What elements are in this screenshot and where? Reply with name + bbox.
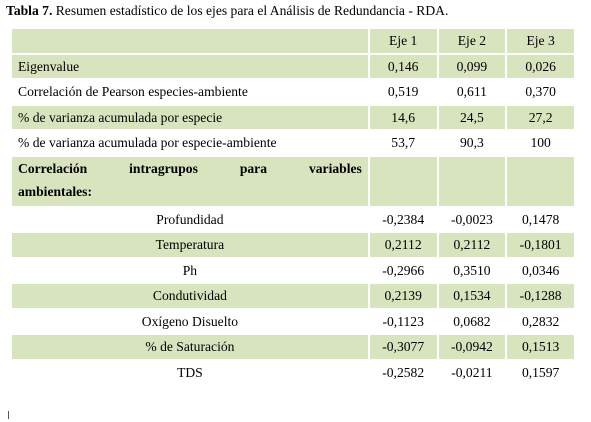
cell-value: 0,1478 [521,211,560,227]
variable-label: TDS [177,364,203,380]
cell-value: -0,3077 [369,335,437,359]
header-eje-3: Eje 3 [507,29,574,53]
variable-label: Profundidad [156,211,224,227]
variable-label: Oxígeno Disuelto [141,313,239,329]
section-label: Correlación intragrupos para variables a… [12,156,368,206]
cell-value: 0,1534 [438,284,506,308]
section-word: Correlación [18,160,88,176]
caption-text: Resumen estadístico de los ejes para el … [52,3,449,18]
table-caption: Tabla 7. Resumen estadístico de los ejes… [6,3,448,19]
statistics-table: Eje 1 Eje 2 Eje 3 Eigenvalue 0,146 0,099… [10,27,576,386]
cell-value: 0,3510 [453,262,491,278]
cell-value: 0,2139 [369,284,437,308]
cell-value: 100 [530,135,551,150]
cell-value: 27,2 [507,105,574,129]
table-row: Condutividad 0,2139 0,1534 -0,1288 [12,284,574,308]
empty-cell [369,156,437,206]
cell-value: 90,3 [460,135,484,150]
cell-value: 0,1513 [507,335,574,359]
table-row: % de varianza acumulada por especie 14,6… [12,105,574,129]
cell-value: 14,6 [369,105,437,129]
section-line-1: Correlación intragrupos para variables [18,157,362,181]
cell-value: 0,099 [438,54,506,78]
section-word: variables [308,160,362,176]
cell-value: -0,0023 [450,211,493,227]
table-row: % de Saturación -0,3077 -0,0942 0,1513 [12,335,574,359]
cell-value: 24,5 [438,105,506,129]
table-row: Correlación de Pearson especies-ambiente… [12,80,574,104]
section-line-2: ambientales: [18,184,93,199]
caption-label: Tabla 7. [6,3,53,18]
page-edge-mark [8,411,9,419]
cell-value: 0,1597 [521,364,560,380]
cell-value: 0,519 [387,84,419,99]
cell-value: -0,0211 [451,364,493,380]
variable-label: Condutividad [12,284,368,308]
cell-value: 0,026 [507,54,574,78]
cell-value: 0,611 [456,84,487,99]
cell-value: 0,2112 [369,233,437,257]
header-eje-2: Eje 2 [438,29,506,53]
cell-value: -0,1801 [507,233,574,257]
table-row: Oxígeno Disuelto -0,1123 0,0682 0,2832 [12,310,574,334]
variable-label: Temperatura [12,233,368,257]
table-row: Ph -0,2966 0,3510 0,0346 [12,259,574,283]
header-blank [12,29,368,53]
header-eje-1: Eje 1 [369,29,437,53]
cell-value: -0,0942 [438,335,506,359]
cell-value: 0,146 [369,54,437,78]
section-word: para [239,160,268,176]
table-row: Profundidad -0,2384 -0,0023 0,1478 [12,208,574,232]
cell-value: 0,2112 [438,233,506,257]
variable-label: Ph [182,262,198,278]
section-row: Correlación intragrupos para variables a… [12,156,574,206]
cell-value: 0,0682 [453,313,491,329]
header-row: Eje 1 Eje 2 Eje 3 [12,29,574,53]
table-row: Eigenvalue 0,146 0,099 0,026 [12,54,574,78]
empty-cell [438,156,506,206]
table-row: TDS -0,2582 -0,0211 0,1597 [12,361,574,385]
cell-value: -0,2384 [382,211,425,227]
row-label: Eigenvalue [12,54,368,78]
empty-cell [507,156,574,206]
row-label: % de varianza acumulada por especie [12,105,368,129]
section-word: intragrupos [129,160,198,176]
cell-value: 0,0346 [521,262,560,278]
variable-label: % de Saturación [12,335,368,359]
cell-value: 53,7 [391,135,416,150]
cell-value: -0,2582 [382,364,425,380]
cell-value: 0,2832 [521,313,560,329]
cell-value: -0,1123 [382,313,424,329]
cell-value: -0,2966 [382,262,425,278]
cell-value: 0,370 [525,84,556,99]
row-label: % de varianza acumulada por especie-ambi… [18,135,277,150]
table-row: Temperatura 0,2112 0,2112 -0,1801 [12,233,574,257]
cell-value: -0,1288 [507,284,574,308]
table-row: % de varianza acumulada por especie-ambi… [12,131,574,155]
row-label: Correlación de Pearson especies-ambiente [18,84,248,99]
